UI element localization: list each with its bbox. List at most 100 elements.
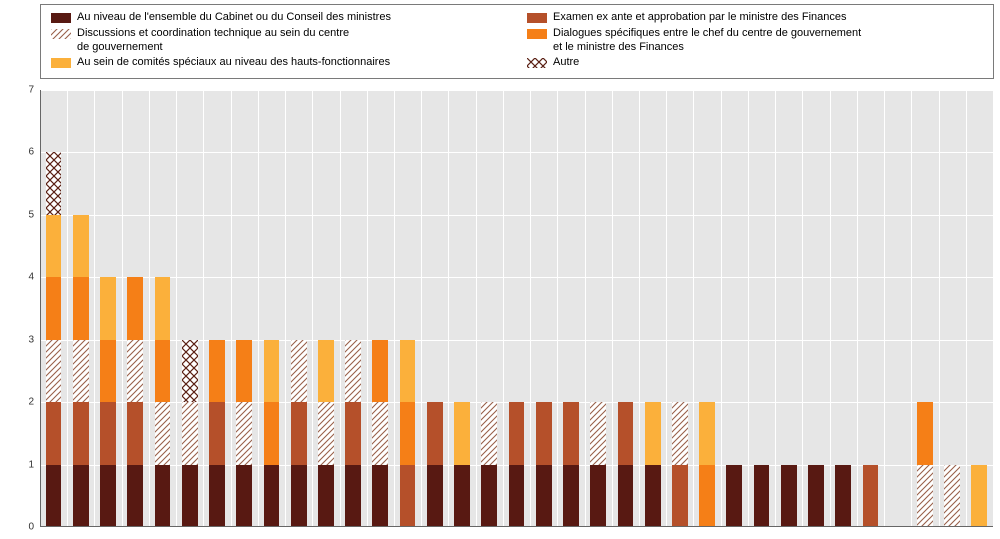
- gridline-v: [149, 90, 150, 527]
- bar-seg-dialogue: [73, 277, 89, 339]
- plot-area-wrap: 01234567: [40, 90, 994, 527]
- ytick-label: 6: [10, 147, 34, 158]
- bar-seg-cabinet: [726, 465, 742, 527]
- bar-seg-cabinet: [236, 465, 252, 527]
- bar-seg-tech: [318, 402, 334, 464]
- bar-seg-cabinet: [754, 465, 770, 527]
- gridline-v: [911, 90, 912, 527]
- bar-seg-committees: [971, 465, 987, 527]
- bar-seg-dialogue: [127, 277, 143, 339]
- legend-item-committees: Au sein de comités spéciaux au niveau de…: [51, 56, 507, 70]
- bar: [291, 90, 307, 527]
- gridline-v: [748, 90, 749, 527]
- bar-seg-cabinet: [536, 465, 552, 527]
- bar-seg-exante: [536, 402, 552, 464]
- bar-seg-tech: [590, 402, 606, 464]
- bar-seg-cabinet: [100, 465, 116, 527]
- bar-seg-cabinet: [427, 465, 443, 527]
- ytick-label: 1: [10, 459, 34, 470]
- bar: [372, 90, 388, 527]
- gridline-v: [176, 90, 177, 527]
- bar-seg-exante: [427, 402, 443, 464]
- bar-seg-cabinet: [264, 465, 280, 527]
- gridline-v: [966, 90, 967, 527]
- bar: [808, 90, 824, 527]
- gridline-v: [312, 90, 313, 527]
- gridline-v: [285, 90, 286, 527]
- legend-label: Au sein de comités spéciaux au niveau de…: [77, 56, 390, 70]
- bar-seg-cabinet: [835, 465, 851, 527]
- bar: [400, 90, 416, 527]
- ytick-label: 4: [10, 272, 34, 283]
- bar-seg-tech: [481, 402, 497, 464]
- bar-seg-cabinet: [318, 465, 334, 527]
- legend-label: Au niveau de l'ensemble du Cabinet ou du…: [77, 11, 391, 25]
- bar: [236, 90, 252, 527]
- bar: [863, 90, 879, 527]
- bar-seg-dialogue: [699, 465, 715, 527]
- bar: [509, 90, 525, 527]
- chart-container: Au niveau de l'ensemble du Cabinet ou du…: [0, 0, 1000, 539]
- x-axis-line: [40, 526, 993, 527]
- bar-seg-dialogue: [917, 402, 933, 464]
- bar-seg-cabinet: [182, 465, 198, 527]
- bar-seg-committees: [699, 402, 715, 464]
- gridline-v: [693, 90, 694, 527]
- bar-seg-cabinet: [127, 465, 143, 527]
- bar-seg-dialogue: [372, 340, 388, 402]
- bar-seg-tech: [672, 402, 688, 464]
- legend: Au niveau de l'ensemble du Cabinet ou du…: [40, 4, 994, 79]
- gridline-v: [122, 90, 123, 527]
- gridline-v: [67, 90, 68, 527]
- bar: [590, 90, 606, 527]
- gridline-v: [231, 90, 232, 527]
- swatch-exante: [527, 13, 547, 23]
- bar-seg-tech: [291, 340, 307, 402]
- bar-seg-committees: [318, 340, 334, 402]
- bar-seg-exante: [563, 402, 579, 464]
- bar-seg-exante: [46, 402, 62, 464]
- bar-seg-committees: [264, 340, 280, 402]
- bar-seg-cabinet: [73, 465, 89, 527]
- bar-seg-dialogue: [264, 402, 280, 464]
- bar-seg-exante: [345, 402, 361, 464]
- gridline-v: [639, 90, 640, 527]
- bar-seg-cabinet: [781, 465, 797, 527]
- gridline-v: [775, 90, 776, 527]
- gridline-v: [557, 90, 558, 527]
- bar-seg-cabinet: [481, 465, 497, 527]
- gridline-v: [258, 90, 259, 527]
- gridline-v: [721, 90, 722, 527]
- bar-seg-cabinet: [808, 465, 824, 527]
- bar: [563, 90, 579, 527]
- ytick-label: 3: [10, 334, 34, 345]
- gridline-v: [830, 90, 831, 527]
- bar: [427, 90, 443, 527]
- bar-seg-cabinet: [372, 465, 388, 527]
- bar: [209, 90, 225, 527]
- legend-item-cabinet: Au niveau de l'ensemble du Cabinet ou du…: [51, 11, 507, 25]
- bar-seg-cabinet: [209, 465, 225, 527]
- bar-seg-exante: [672, 465, 688, 527]
- bar: [944, 90, 960, 527]
- bar-seg-tech: [46, 340, 62, 402]
- gridline-v: [340, 90, 341, 527]
- legend-item-exante: Examen ex ante et approbation par le min…: [527, 11, 983, 25]
- legend-label: Examen ex ante et approbation par le min…: [553, 11, 847, 25]
- y-axis-line: [40, 90, 41, 527]
- gridline-v: [476, 90, 477, 527]
- bar-seg-autre: [182, 340, 198, 402]
- bar-seg-committees: [400, 340, 416, 402]
- bar-seg-tech: [236, 402, 252, 464]
- gridline-v: [884, 90, 885, 527]
- gridline-v: [666, 90, 667, 527]
- bar-seg-cabinet: [618, 465, 634, 527]
- bar-seg-tech: [345, 340, 361, 402]
- legend-label: Autre: [553, 56, 579, 70]
- bar: [318, 90, 334, 527]
- bar-seg-committees: [100, 277, 116, 339]
- ytick-label: 7: [10, 85, 34, 96]
- gridline-v: [203, 90, 204, 527]
- bar-seg-dialogue: [100, 340, 116, 402]
- swatch-cabinet: [51, 13, 71, 23]
